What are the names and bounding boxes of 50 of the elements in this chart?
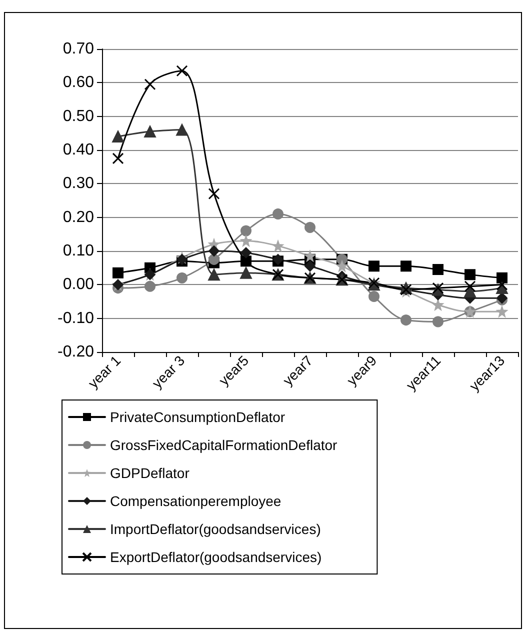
y-tick-label: -0.10 bbox=[58, 310, 94, 327]
point bbox=[240, 235, 252, 246]
legend-label: Compensationperemployee bbox=[110, 493, 282, 509]
point bbox=[304, 250, 316, 262]
point bbox=[176, 124, 188, 136]
y-tick-label: 0.60 bbox=[62, 74, 94, 92]
y-tick-label: -0.20 bbox=[58, 344, 94, 360]
point bbox=[336, 260, 348, 272]
point bbox=[208, 268, 220, 281]
point bbox=[272, 240, 284, 252]
point bbox=[144, 78, 156, 90]
point bbox=[304, 260, 316, 272]
y-tick-label: 0.40 bbox=[62, 142, 94, 158]
legend-label: ImportDeflator(goodsandservices) bbox=[110, 521, 321, 537]
point bbox=[144, 125, 156, 138]
legend-label: PrivateConsumptionDeflator bbox=[110, 409, 286, 425]
point bbox=[208, 254, 220, 265]
y-tick-label: 0.70 bbox=[62, 40, 94, 58]
y-tick-label: 0.10 bbox=[62, 242, 94, 260]
point bbox=[464, 285, 476, 298]
point bbox=[144, 280, 156, 292]
point bbox=[464, 280, 476, 292]
point bbox=[112, 130, 124, 143]
point bbox=[240, 266, 252, 279]
y-tick-label: 0.50 bbox=[62, 108, 94, 125]
point bbox=[176, 65, 188, 77]
legend-label: GrossFixedCapitalFormationDeflator bbox=[110, 437, 338, 453]
point bbox=[432, 316, 444, 328]
y-tick-label: 0.00 bbox=[62, 276, 94, 294]
point bbox=[112, 152, 124, 164]
point bbox=[240, 225, 252, 236]
legend-label: GDPDeflator bbox=[110, 465, 190, 481]
point bbox=[368, 260, 380, 272]
point bbox=[464, 269, 476, 280]
point bbox=[432, 299, 444, 310]
point bbox=[208, 188, 220, 200]
point bbox=[400, 260, 412, 272]
point bbox=[496, 306, 508, 318]
point bbox=[272, 208, 284, 220]
point bbox=[176, 272, 188, 284]
point bbox=[368, 290, 380, 302]
legend-label: ExportDeflator(goodsandservices) bbox=[110, 549, 322, 565]
y-tick-label: 0.20 bbox=[62, 208, 94, 226]
point bbox=[304, 222, 316, 233]
y-tick-label: 0.30 bbox=[62, 175, 94, 192]
point bbox=[240, 247, 252, 258]
point bbox=[112, 267, 124, 278]
point bbox=[208, 246, 220, 256]
point bbox=[400, 314, 412, 326]
point bbox=[432, 264, 444, 276]
